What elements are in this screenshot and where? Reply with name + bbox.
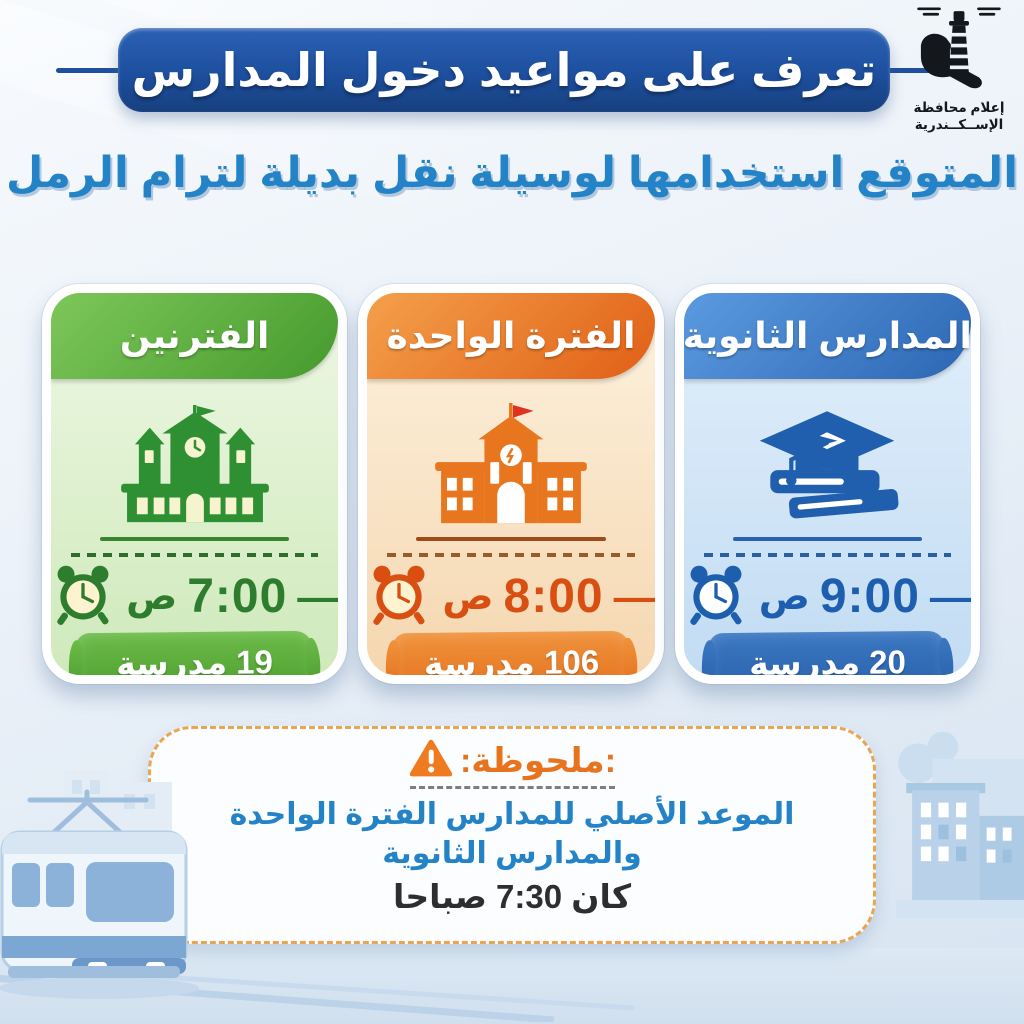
schedule-cards-row: الفترنين (42, 284, 980, 684)
entry-time-row: — 9:00 ص (684, 561, 972, 632)
icon-underline (732, 537, 923, 541)
card-title: الفترنين (119, 315, 270, 356)
school-count: 106 مدرسة (423, 642, 599, 682)
graduation-cap-icon (721, 391, 933, 531)
school-count-badge: 106 مدرسة (392, 630, 630, 682)
warning-icon (408, 737, 454, 784)
card-secondary-schools: المدارس الثانوية (674, 284, 980, 684)
school-count: 20 مدرسة (748, 642, 906, 682)
alarm-clock-icon (51, 561, 116, 632)
tram-illustration (0, 770, 694, 1024)
card-two-shifts-body: — 7:00 ص (51, 379, 340, 682)
note-box: :ملحوظة: الموعد الأصلي للمدارس الفترة ال… (148, 726, 876, 944)
card-single-shift: الفترة الواحدة (358, 284, 664, 684)
school-icon (407, 391, 615, 531)
lighthouse-icon (896, 2, 1022, 100)
dashed-separator (703, 553, 952, 557)
alarm-clock-icon (684, 561, 749, 632)
note-body-text: الموعد الأصلي للمدارس الفترة الواحدة وال… (229, 798, 795, 870)
page-subtitle: المتوقع استخدامها لوسيلة نقل بديلة لترام… (6, 149, 1018, 197)
time-dash: — (297, 572, 340, 620)
entry-time-row: — 7:00 ص (51, 561, 340, 632)
icon-underline (99, 537, 290, 541)
note-title-underline (409, 786, 615, 789)
entry-time: 8:00 (503, 570, 604, 623)
entry-time-row: — 8:00 ص (367, 561, 656, 632)
school-count: 19 مدرسة (116, 642, 274, 682)
note-title: :ملحوظة: (459, 741, 617, 780)
am-suffix: ص (758, 576, 810, 618)
card-title: الفترة الواحدة (386, 315, 636, 356)
school-count-badge: 19 مدرسة (75, 630, 314, 682)
card-two-shifts-header: الفترنين (51, 293, 339, 379)
entry-time: 9:00 (819, 570, 920, 623)
time-dash: — (613, 572, 656, 620)
dashed-separator (387, 553, 635, 557)
note-title-row: :ملحوظة: (408, 737, 616, 784)
card-secondary-schools-header: المدارس الثانوية (682, 293, 972, 379)
card-two-shifts: الفترنين (42, 284, 348, 684)
school-count-badge: 20 مدرسة (708, 630, 947, 682)
logo-text-line2: الإســكــندرية (914, 116, 1004, 132)
dashed-separator (70, 553, 319, 557)
school-icon (91, 391, 299, 531)
page-title: تعرف على مواعيد دخول المدارس (131, 44, 877, 96)
card-single-shift-header: الفترة الواحدة (367, 293, 655, 379)
card-secondary-schools-body: — 9:00 ص (684, 379, 972, 682)
time-dash: — (929, 572, 972, 620)
header-banner: تعرف على مواعيد دخول المدارس (118, 28, 890, 112)
icon-underline (416, 537, 606, 541)
am-suffix: ص (126, 576, 178, 618)
card-title: المدارس الثانوية (682, 315, 972, 356)
card-single-shift-body: — 8:00 ص (367, 379, 656, 682)
entry-time: 7:00 (187, 570, 288, 623)
logo-text-line1: إعلام محافظة (913, 100, 1005, 115)
buildings-illustration (896, 693, 1024, 951)
note-footer-text: كان 7:30 صباحا (392, 878, 632, 915)
am-suffix: ص (442, 576, 494, 618)
alexandria-governorate-media-logo: إعلام محافظة الإســكــندرية (896, 2, 1022, 134)
alarm-clock-icon (367, 561, 432, 632)
